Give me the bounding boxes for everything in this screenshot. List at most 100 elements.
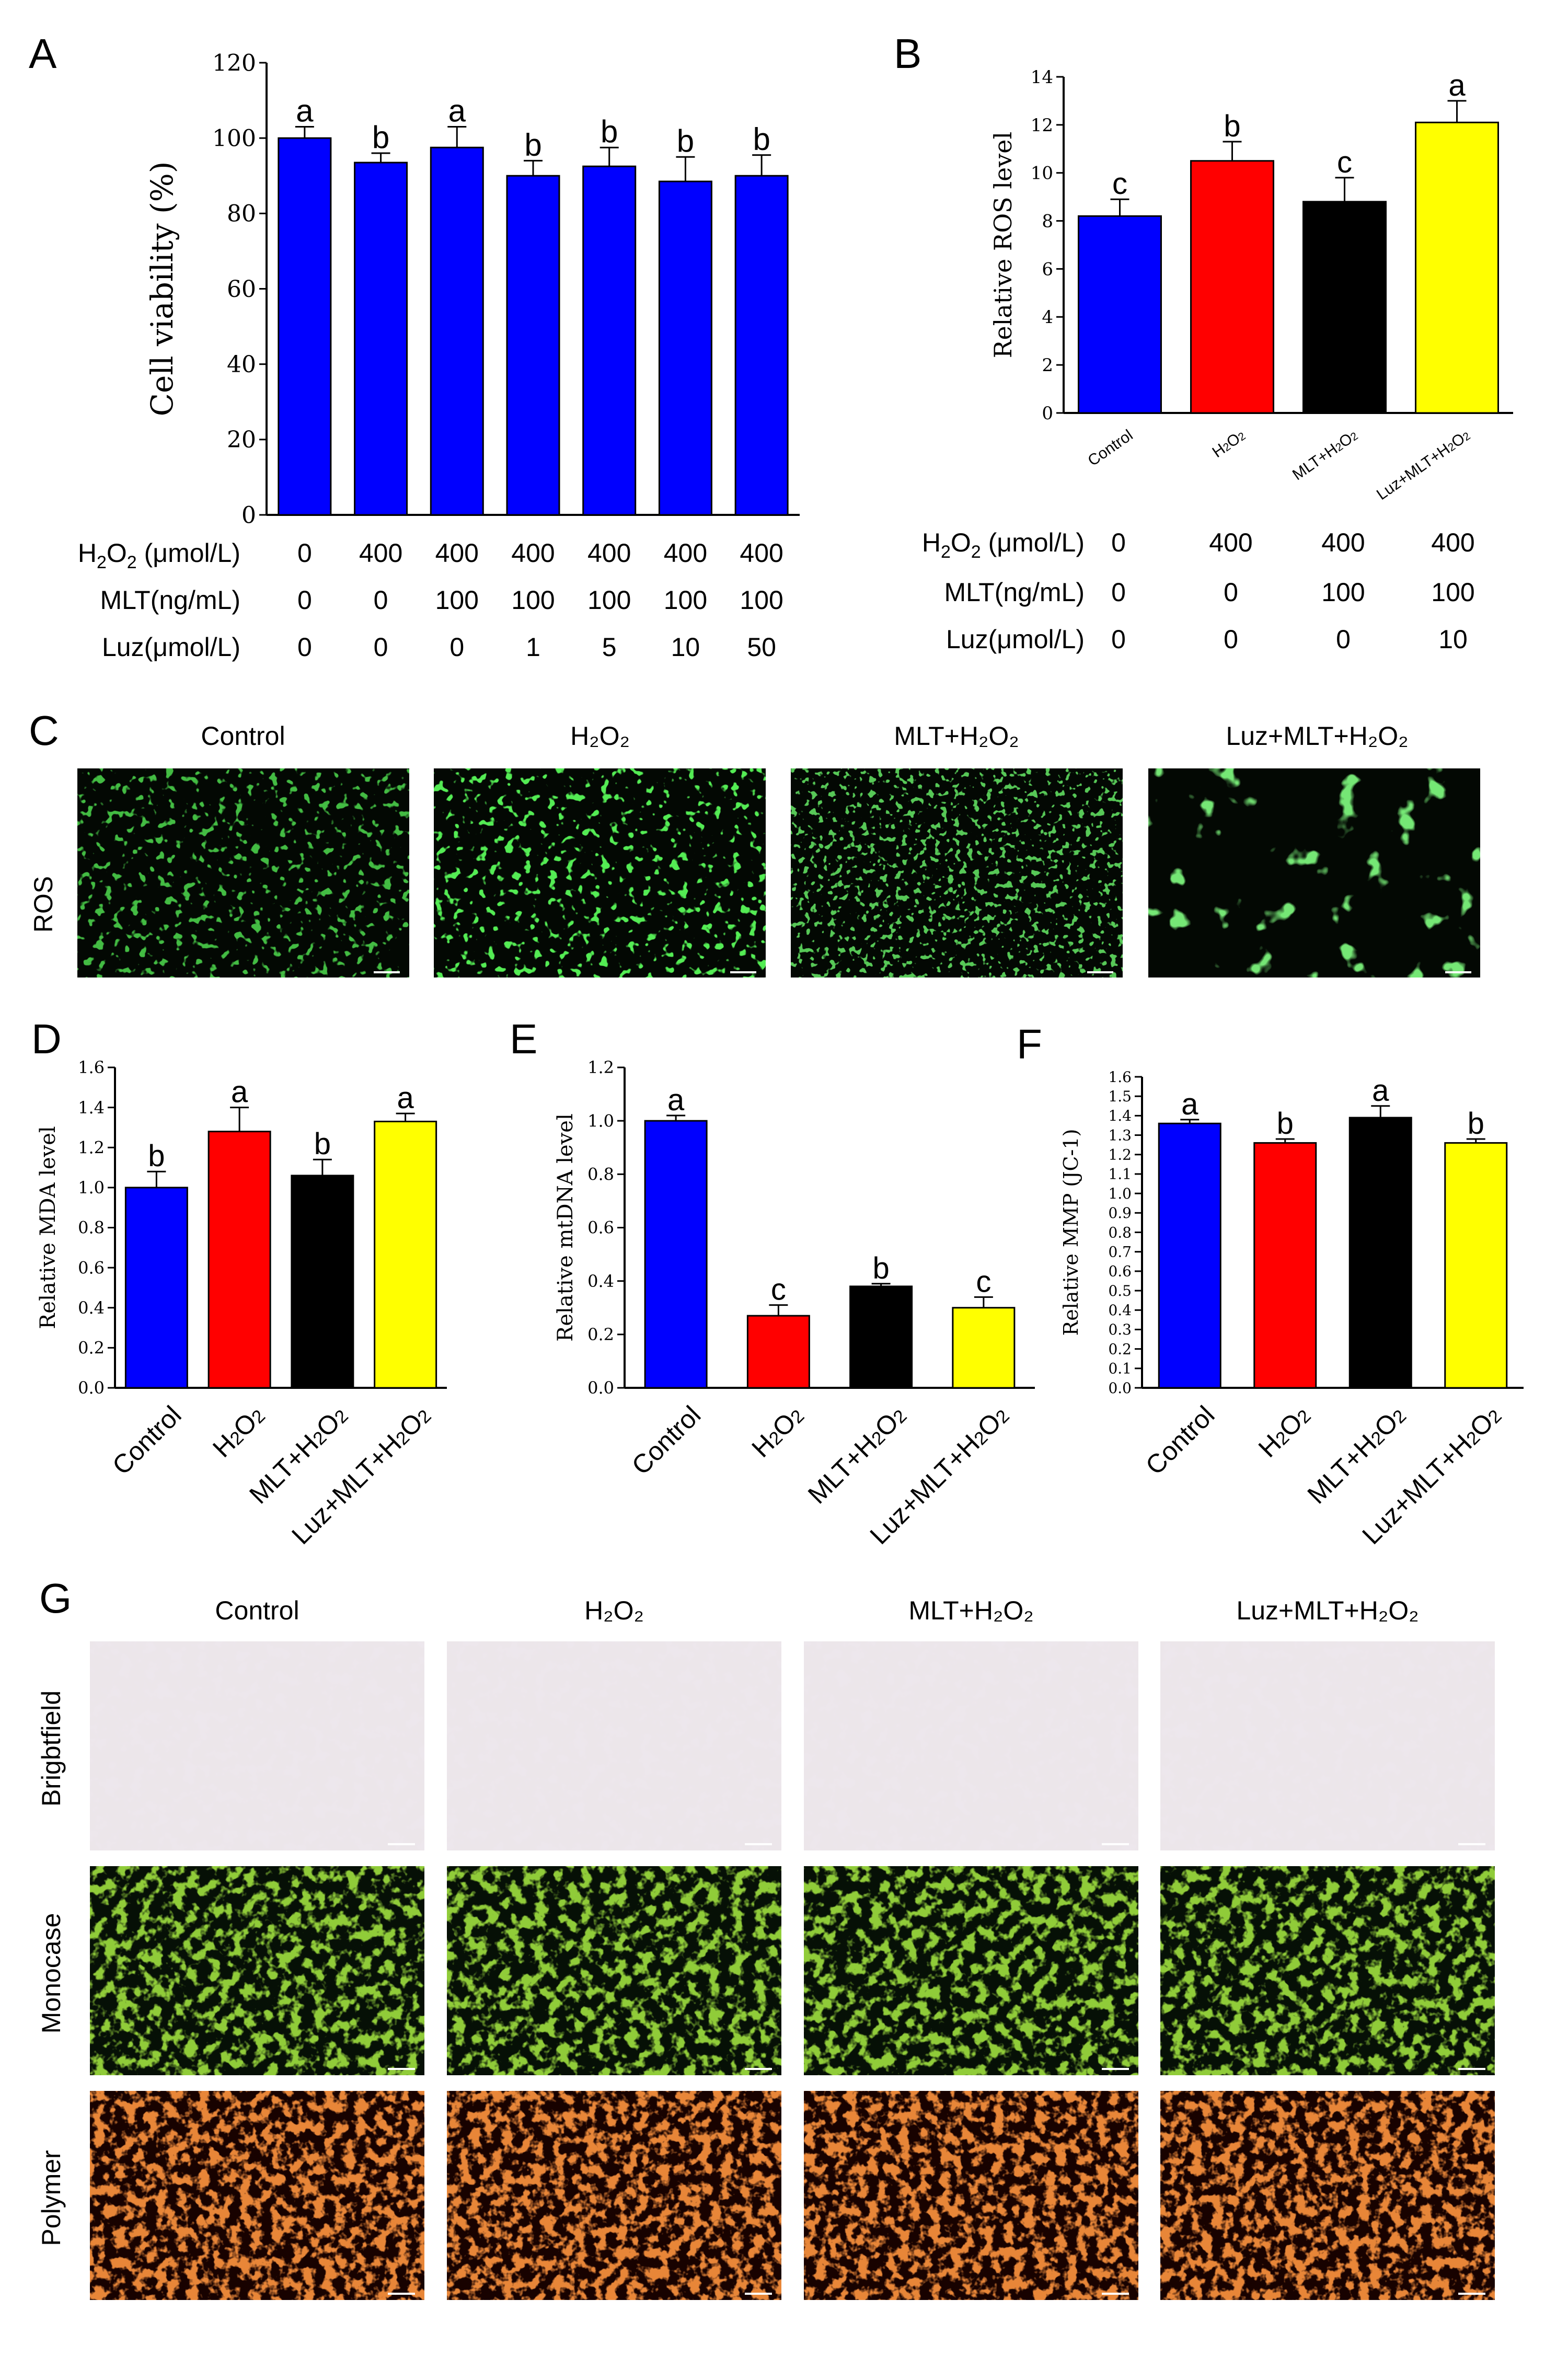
brightfield-image [447, 1641, 781, 1850]
treatment-value: 400 [511, 538, 555, 568]
bar [746, 1315, 810, 1389]
y-axis-label: Relative MDA level [36, 1126, 60, 1329]
treatment-value: 50 [747, 632, 776, 662]
bar [952, 1307, 1016, 1389]
treatment-values-a: 0 400 400 400 400 400 400 0 0 100 100 100 100 100 0 0 0 1… [297, 538, 783, 662]
panel-g-title-luz-mlt-h2o2: Luz+MLT+H₂O₂ [1236, 1596, 1419, 1625]
treatment-label-h2o2-b: H2O2 (μmol/L) [922, 528, 1085, 562]
treatment-value: 100 [664, 585, 707, 615]
treatment-value: 0 [1336, 625, 1351, 654]
image-texture [804, 2091, 1138, 2300]
treatment-value: 0 [1224, 625, 1238, 654]
y-tick-label: 0.6 [1108, 1263, 1132, 1280]
panel-c-title-luz-mlt-h2o2: Luz+MLT+H₂O₂ [1226, 721, 1408, 751]
significance-letter: c [771, 1273, 786, 1307]
y-tick-label: 1.6 [78, 1057, 105, 1077]
y-tick-label: 10 [1031, 163, 1053, 184]
significance-letter: a [1181, 1087, 1198, 1121]
significance-letter: a [448, 94, 466, 129]
y-tick-label: 0.8 [1108, 1224, 1132, 1241]
bar [734, 175, 789, 516]
significance-letter: b [1277, 1107, 1294, 1141]
panel-g-row-label-monocase: Monocase [37, 1913, 66, 2034]
y-tick-label: 1.2 [78, 1137, 105, 1157]
chart-mda-level: 0.0 0.2 0.4 0.6 0.8 1.0 1.2 1.4 1.6 Relative MDA … [36, 1057, 447, 1550]
treatment-value: 0 [374, 585, 388, 615]
treatment-value: 100 [1321, 578, 1365, 607]
significance-letter: b [314, 1127, 331, 1161]
treatment-value: 10 [671, 632, 700, 662]
treatment-value: 400 [740, 538, 783, 568]
chart-cell-viability: 0 20 40 60 80 100 120 Cell viability (%) a b a b b b b [144, 50, 800, 528]
y-tick-label: 8 [1042, 211, 1053, 232]
y-tick-label: 120 [212, 50, 256, 76]
y-tick-label: 0.8 [587, 1165, 614, 1184]
bar [1348, 1117, 1412, 1389]
bar [849, 1285, 913, 1389]
treatment-value: 100 [435, 585, 479, 615]
y-tick-label: 1.0 [587, 1111, 614, 1131]
image-texture [804, 1866, 1138, 2075]
y-tick-label: 60 [227, 276, 256, 303]
chart-mmp-level: 0.0 0.1 0.2 0.3 0.4 0.5 0.6 0.7 0.8 0.9 1.0 1.1 1.2 1… [1059, 1068, 1524, 1550]
bar [1158, 1122, 1221, 1389]
image-texture [90, 1866, 424, 2075]
y-tick-label: 4 [1042, 307, 1053, 328]
ros-image-mlt-h2o2 [791, 768, 1123, 978]
y-tick-label: 0.6 [78, 1258, 105, 1278]
bar [506, 175, 560, 516]
bar [430, 146, 484, 516]
y-tick-label: 1.4 [1108, 1107, 1132, 1124]
bar [1444, 1142, 1508, 1389]
monocase-image [447, 1866, 781, 2075]
treatment-value: 0 [1111, 625, 1126, 654]
monocase-image [804, 1866, 1138, 2075]
category-label: H2O2 [1253, 1400, 1316, 1463]
bar [1302, 201, 1387, 414]
y-tick-label: 0.2 [1108, 1340, 1132, 1358]
ros-image-control [77, 768, 409, 978]
treatment-value: 400 [587, 538, 631, 568]
treatment-value: 400 [435, 538, 479, 568]
chart-ros-level: 0 2 4 6 8 10 12 14 Relative ROS level c b c a Control… [989, 67, 1513, 503]
panel-letter-e: E [510, 1016, 537, 1062]
treatment-value: 0 [1224, 578, 1238, 607]
y-tick-label: 1.1 [1108, 1166, 1132, 1183]
significance-letter: b [524, 127, 541, 162]
treatment-value: 0 [1111, 578, 1126, 607]
significance-letter: c [1337, 145, 1352, 179]
treatment-label-luz-b: Luz(μmol/L) [946, 625, 1085, 654]
treatment-value: 400 [1209, 528, 1252, 557]
bar [354, 162, 408, 516]
bar [278, 137, 332, 516]
treatment-value: 0 [297, 585, 312, 615]
image-texture [1160, 1641, 1495, 1850]
significance-letter: b [601, 114, 618, 149]
y-tick-label: 6 [1042, 259, 1053, 280]
significance-letter: b [677, 123, 694, 158]
y-tick-label: 2 [1042, 355, 1053, 376]
treatment-value: 400 [1431, 528, 1474, 557]
treatment-value: 0 [1111, 528, 1126, 557]
treatment-value: 0 [374, 632, 388, 662]
image-texture [804, 1641, 1138, 1850]
y-axis-label: Cell viability (%) [144, 162, 180, 417]
y-tick-label: 1.0 [1108, 1185, 1132, 1202]
treatment-value: 100 [740, 585, 783, 615]
y-tick-label: 0.4 [1108, 1302, 1132, 1319]
treatment-label-mlt-b: MLT(ng/mL) [944, 578, 1085, 607]
y-tick-label: 0.3 [1108, 1321, 1132, 1338]
y-tick-label: 1.6 [1108, 1068, 1132, 1086]
treatment-table-b: H2O2 (μmol/L) MLT(ng/mL) Luz(μmol/L) [922, 528, 1085, 654]
polymer-image [90, 2091, 424, 2300]
category-label: Control [626, 1400, 707, 1481]
y-tick-label: 20 [227, 427, 256, 453]
significance-letter: b [1468, 1107, 1484, 1141]
category-label: Control [107, 1400, 187, 1481]
significance-letter: b [372, 120, 389, 155]
bar [1190, 160, 1274, 414]
significance-letter: b [148, 1139, 165, 1173]
ros-image-luz-mlt-h2o2 [1148, 768, 1480, 978]
bar [658, 180, 712, 516]
y-axis-label: Relative ROS level [989, 132, 1017, 358]
